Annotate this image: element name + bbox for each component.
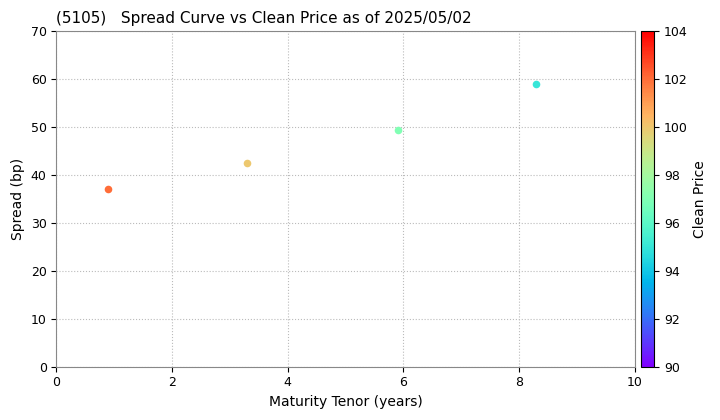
Point — [103, 186, 114, 193]
Point — [392, 126, 403, 133]
Point — [241, 160, 253, 166]
Y-axis label: Clean Price: Clean Price — [693, 160, 707, 238]
Point — [531, 81, 542, 87]
X-axis label: Maturity Tenor (years): Maturity Tenor (years) — [269, 395, 423, 409]
Y-axis label: Spread (bp): Spread (bp) — [11, 158, 25, 240]
Text: (5105)   Spread Curve vs Clean Price as of 2025/05/02: (5105) Spread Curve vs Clean Price as of… — [56, 11, 472, 26]
